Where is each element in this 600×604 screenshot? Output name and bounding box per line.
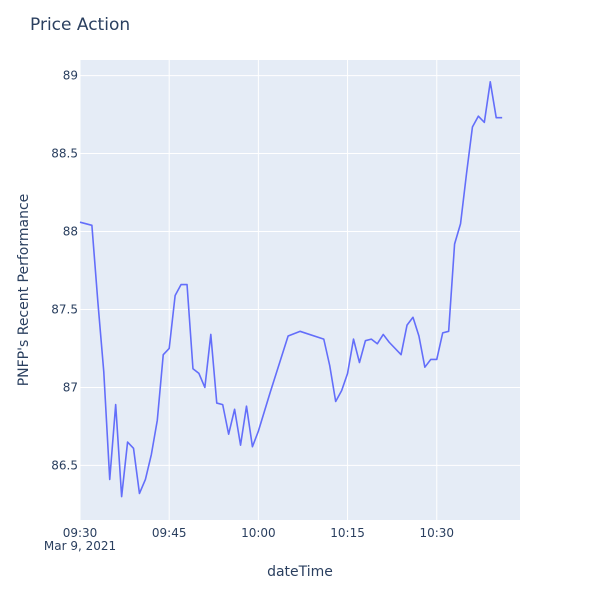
x-tick-label: 10:30 (419, 526, 454, 540)
y-tick-label: 88 (63, 225, 78, 239)
x-tick-label: 10:15 (330, 526, 365, 540)
x-tick-label: 09:45 (152, 526, 187, 540)
x-tick-label: 10:00 (241, 526, 276, 540)
chart-title: Price Action (30, 15, 130, 35)
y-tick-label: 89 (63, 69, 78, 83)
series-line-0 (79, 81, 503, 498)
x-tick-label: 09:30 (63, 526, 98, 540)
plot-background (80, 60, 520, 520)
y-tick-label: 86.5 (51, 458, 78, 472)
y-axis-title: PNFP's Recent Performance (16, 194, 32, 387)
x-date-label: Mar 9, 2021 (44, 539, 116, 553)
y-axis-ticks: 86.5 87 87.5 88 88.5 89 (51, 69, 78, 473)
y-tick-label: 88.5 (51, 147, 78, 161)
grid (79, 60, 520, 520)
y-tick-label: 87 (63, 380, 78, 394)
x-axis-ticks: 09:30 09:45 10:00 10:15 10:30 (63, 526, 454, 540)
x-axis-title: dateTime (267, 564, 333, 580)
y-tick-label: 87.5 (51, 302, 78, 316)
series-layer (79, 81, 503, 498)
